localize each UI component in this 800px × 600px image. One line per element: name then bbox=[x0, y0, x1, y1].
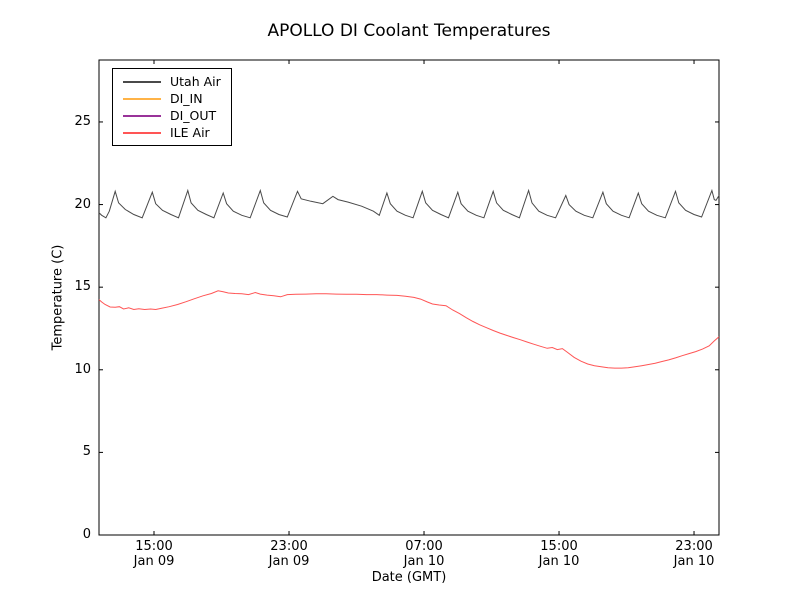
y-axis-label: Temperature (C) bbox=[50, 244, 66, 351]
x-tick-label-15-00-jan-10: 15:00 Jan 10 bbox=[517, 539, 601, 569]
legend-item-di-out: DI_OUT bbox=[123, 107, 221, 124]
x-tick-label-15-00-jan-09: 15:00 Jan 09 bbox=[112, 539, 196, 569]
x-tick-date: Jan 10 bbox=[538, 554, 580, 569]
x-tick-date: Jan 10 bbox=[673, 554, 715, 569]
x-tick-time: 15:00 bbox=[135, 539, 173, 554]
x-tick-time: 15:00 bbox=[540, 539, 578, 554]
legend-item-utah-air: Utah Air bbox=[123, 73, 221, 90]
x-tick-time: 23:00 bbox=[270, 539, 308, 554]
axes-frame bbox=[98, 59, 720, 536]
legend-label: Utah Air bbox=[170, 74, 221, 89]
x-axis-label: Date (GMT) bbox=[371, 570, 447, 585]
x-tick-label-23-00-jan-10: 23:00 Jan 10 bbox=[652, 539, 736, 569]
x-tick-label-23-00-jan-09: 23:00 Jan 09 bbox=[247, 539, 331, 569]
legend-label: DI_IN bbox=[170, 91, 203, 106]
y-tick-label-15: 15 bbox=[74, 279, 91, 295]
legend-line-sample-ile-air bbox=[123, 131, 161, 134]
y-tick-label-20: 20 bbox=[74, 196, 91, 212]
legend-label: DI_OUT bbox=[170, 108, 217, 123]
legend-label: ILE Air bbox=[170, 125, 210, 140]
series-ile-air bbox=[98, 290, 720, 369]
legend: Utah Air DI_IN DI_OUT ILE Air bbox=[112, 68, 232, 146]
y-tick-label-25: 25 bbox=[74, 113, 91, 129]
y-tick-label-0: 0 bbox=[82, 527, 91, 542]
x-tick-date: Jan 09 bbox=[268, 554, 310, 569]
x-tick-time: 07:00 bbox=[405, 539, 443, 554]
y-tick-label-10: 10 bbox=[74, 361, 91, 377]
x-tick-date: Jan 10 bbox=[403, 554, 445, 569]
x-tick-label-07-00-jan-10: 07:00 Jan 10 bbox=[382, 539, 466, 569]
chart-title: APOLLO DI Coolant Temperatures bbox=[267, 21, 551, 41]
legend-line-sample-di-out bbox=[123, 114, 161, 117]
x-tick-time: 23:00 bbox=[675, 539, 713, 554]
legend-item-ile-air: ILE Air bbox=[123, 124, 221, 141]
x-tick-date: Jan 09 bbox=[133, 554, 175, 569]
legend-line-sample-di-in bbox=[123, 97, 161, 100]
series-utah-air bbox=[98, 188, 720, 219]
legend-item-di-in: DI_IN bbox=[123, 90, 221, 107]
legend-line-sample-utah-air bbox=[123, 80, 161, 83]
y-tick-label-5: 5 bbox=[82, 444, 91, 460]
